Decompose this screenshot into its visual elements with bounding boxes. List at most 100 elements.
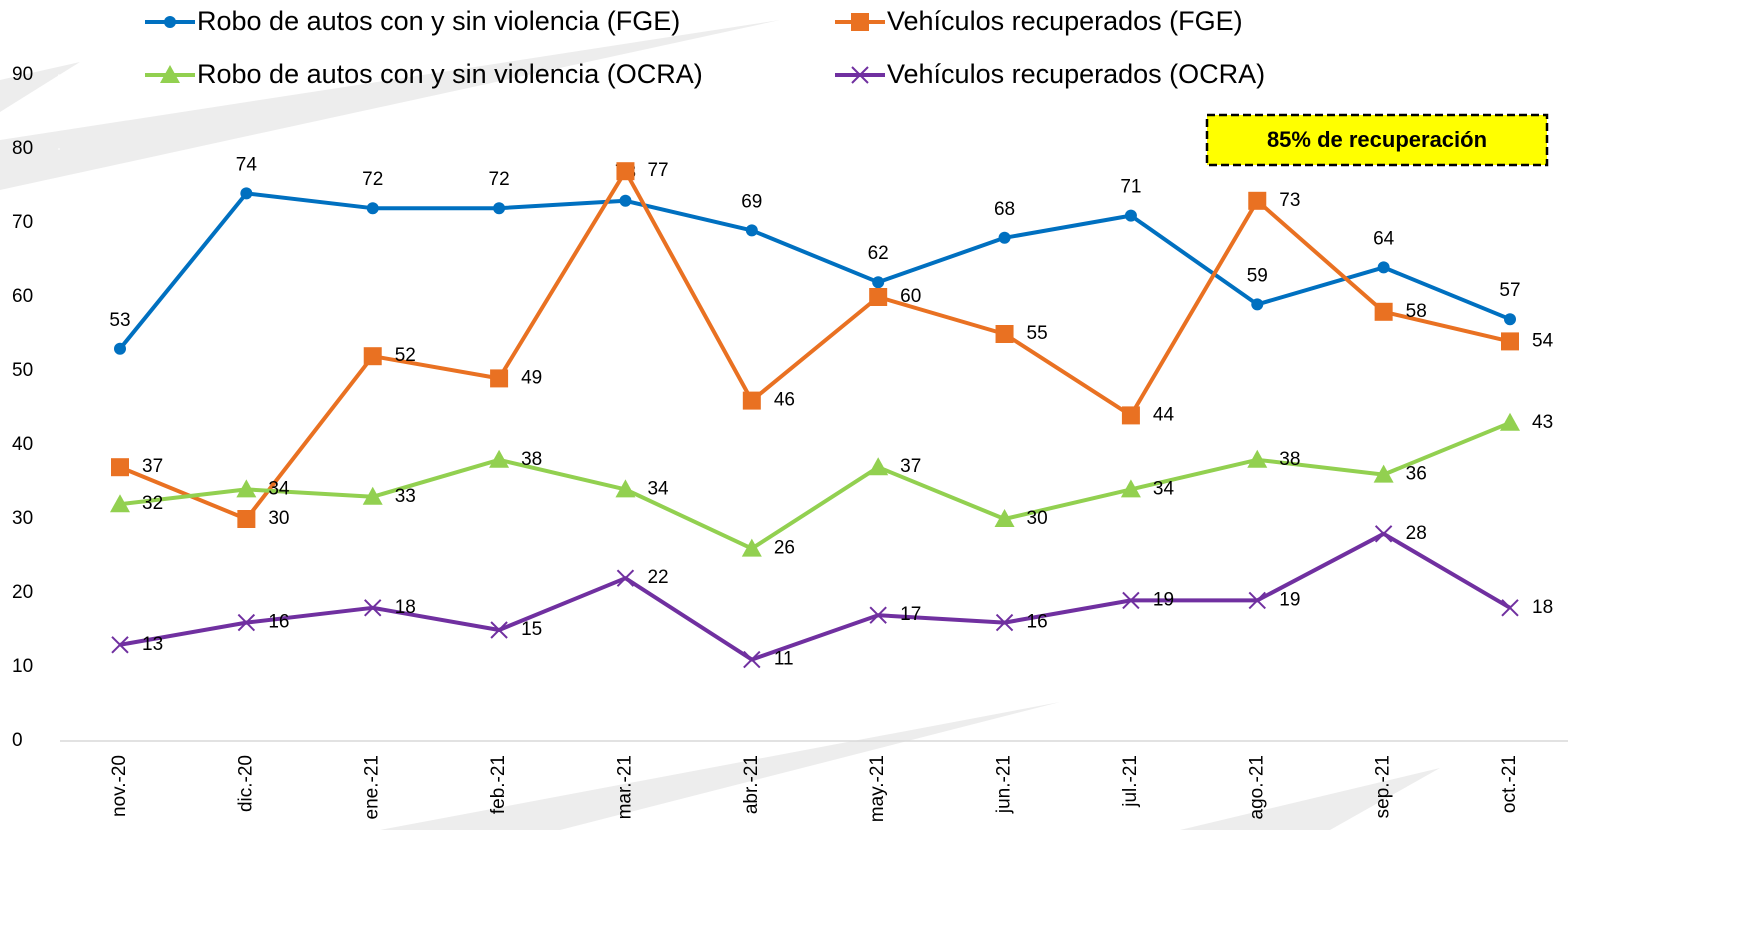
marker <box>1500 412 1520 431</box>
data-label: 38 <box>1279 449 1300 470</box>
data-label: 34 <box>268 478 290 499</box>
marker <box>490 621 508 639</box>
marker <box>1248 591 1266 610</box>
data-label: 58 <box>1406 301 1427 322</box>
background-decoration <box>0 20 1440 830</box>
data-label: 60 <box>900 286 921 307</box>
marker <box>1377 261 1390 274</box>
marker <box>743 650 761 669</box>
x-tick-label: jul.-21 <box>1120 755 1141 808</box>
data-label: 28 <box>1406 523 1427 544</box>
data-label: 19 <box>1153 589 1174 610</box>
y-tick-label: 60 <box>12 286 33 307</box>
x-tick-label: feb.-21 <box>488 755 509 814</box>
series: 53 74 72 72 73 69 62 68 71 59 64 57 <box>109 154 1521 355</box>
data-label: 74 <box>236 154 258 175</box>
marker <box>851 66 869 84</box>
marker <box>237 510 256 528</box>
marker <box>1501 599 1519 617</box>
marker <box>1124 209 1137 222</box>
marker <box>1248 191 1267 210</box>
marker <box>493 202 506 215</box>
x-tick-label: mar.-21 <box>614 755 635 819</box>
marker <box>1121 406 1140 425</box>
marker <box>363 347 382 366</box>
data-label: 15 <box>521 619 542 640</box>
marker <box>994 509 1015 527</box>
series: 13 16 18 15 22 11 17 16 19 19 28 18 <box>111 523 1553 670</box>
x-tick-label: oct.-21 <box>1499 755 1520 813</box>
legend-label: Vehículos recuperados (OCRA) <box>887 59 1265 89</box>
marker <box>851 13 869 31</box>
data-label: 54 <box>1532 330 1554 351</box>
annotation-text: 85% de recuperación <box>1267 127 1487 152</box>
marker <box>489 449 510 468</box>
line <box>119 531 1512 662</box>
marker <box>364 599 382 617</box>
marker <box>490 369 509 388</box>
line <box>119 420 1511 551</box>
data-label: 46 <box>774 390 795 411</box>
data-label: 33 <box>395 486 416 507</box>
marker <box>742 391 761 410</box>
marker <box>616 162 635 181</box>
data-label: 71 <box>1120 177 1141 198</box>
marker <box>240 187 253 200</box>
x-tick-label: ago.-21 <box>1246 755 1267 819</box>
x-tick-label: jun.-21 <box>994 755 1015 814</box>
y-tick-label: 40 <box>12 434 33 455</box>
data-label: 26 <box>774 538 795 559</box>
data-label: 69 <box>741 191 762 212</box>
data-label: 37 <box>900 456 921 477</box>
marker <box>110 494 130 513</box>
data-label: 57 <box>1499 280 1520 301</box>
marker <box>114 342 126 355</box>
data-label: 59 <box>1247 265 1268 286</box>
marker <box>741 538 762 557</box>
data-label: 30 <box>1027 508 1048 529</box>
data-label: 37 <box>142 456 163 477</box>
x-tick-label: nov.-20 <box>109 755 130 817</box>
data-label: 64 <box>1373 228 1395 249</box>
y-tick-label: 90 <box>12 64 33 85</box>
marker <box>1373 464 1394 483</box>
marker <box>868 457 889 476</box>
x-tick-label: may.-21 <box>867 755 888 822</box>
marker <box>362 486 383 505</box>
marker <box>619 194 632 207</box>
data-label: 19 <box>1279 589 1300 610</box>
data-label: 32 <box>142 493 163 514</box>
marker <box>615 479 636 498</box>
marker <box>745 224 758 237</box>
marker <box>869 606 887 624</box>
data-label: 72 <box>362 169 383 190</box>
data-label: 68 <box>994 199 1015 220</box>
legend-label: Robo de autos con y sin violencia (FGE) <box>197 6 680 36</box>
data-label: 44 <box>1153 404 1175 425</box>
y-tick-label: 50 <box>12 360 33 381</box>
data-label: 17 <box>900 604 921 625</box>
data-label: 22 <box>647 567 668 588</box>
marker <box>1120 479 1141 498</box>
marker <box>995 325 1014 343</box>
marker <box>1501 332 1519 351</box>
x-tick-label: dic.-20 <box>235 755 256 812</box>
data-label: 16 <box>268 612 289 633</box>
marker <box>164 16 176 28</box>
annotation: 85% de recuperación <box>1205 113 1549 167</box>
data-label: 53 <box>109 310 130 331</box>
data-label: 13 <box>142 634 163 655</box>
series: 37 30 52 49 77 46 60 55 44 73 58 54 <box>111 160 1554 529</box>
data-label: 49 <box>521 367 542 388</box>
annotation-box <box>1205 113 1549 167</box>
marker <box>1374 302 1393 321</box>
data-label: 16 <box>1027 612 1048 633</box>
data-label: 30 <box>268 508 289 529</box>
y-tick-label: 80 <box>12 138 33 159</box>
data-label: 38 <box>521 449 542 470</box>
data-label: 62 <box>868 243 889 264</box>
data-label: 18 <box>395 597 416 618</box>
marker <box>236 479 257 498</box>
marker <box>160 65 180 83</box>
